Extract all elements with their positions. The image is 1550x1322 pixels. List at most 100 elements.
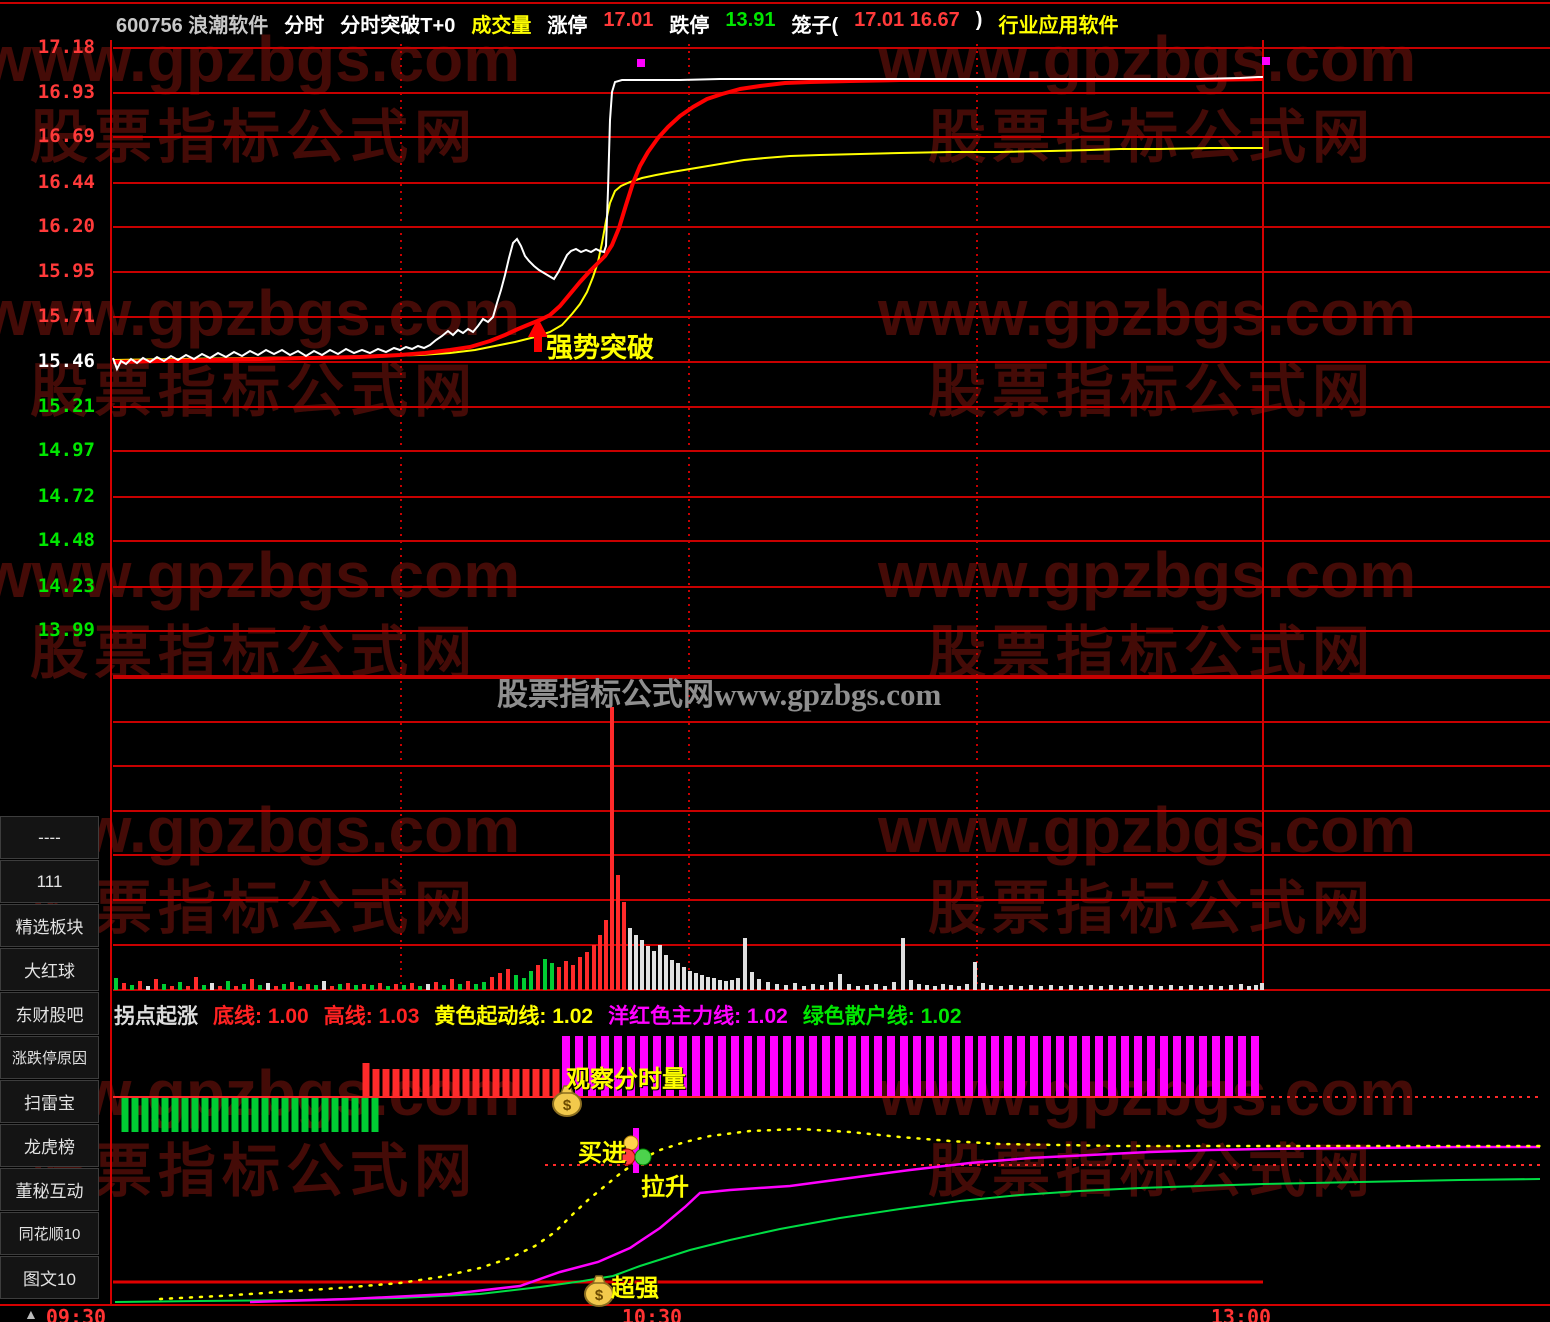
magenta-volume-bar	[627, 1036, 635, 1097]
time-axis-label: 13:00	[1210, 1305, 1272, 1322]
volume-bar	[434, 982, 438, 990]
magenta-volume-bar	[1186, 1036, 1194, 1097]
volume-bar	[394, 984, 398, 990]
volume-bar	[616, 875, 620, 990]
volume-bar	[122, 983, 126, 990]
green-indicator-bar	[321, 1098, 329, 1132]
volume-bar	[1229, 985, 1233, 990]
magenta-volume-bar	[770, 1036, 778, 1097]
volume-bar	[543, 959, 547, 990]
volume-bar	[892, 982, 896, 990]
volume-bar	[847, 984, 851, 990]
volume-bar	[670, 960, 674, 990]
volume-bar	[1099, 986, 1103, 990]
magenta-volume-bar	[588, 1036, 596, 1097]
green-indicator-bar	[301, 1098, 309, 1132]
magenta-volume-bar	[913, 1036, 921, 1097]
green-indicator-bar	[251, 1098, 259, 1132]
volume-bar	[314, 985, 318, 990]
red-indicator-bar	[402, 1069, 410, 1096]
volume-bar	[564, 961, 568, 990]
green-indicator-bar	[151, 1098, 159, 1132]
volume-bar	[743, 938, 747, 990]
volume-bar	[226, 981, 230, 990]
volume-bar	[1029, 985, 1033, 990]
magenta-volume-bar	[1238, 1036, 1246, 1097]
magenta-volume-bar	[783, 1036, 791, 1097]
volume-bar	[640, 940, 644, 990]
magenta-volume-bar	[679, 1036, 687, 1097]
volume-bar	[426, 984, 430, 990]
magenta-volume-bar	[900, 1036, 908, 1097]
red-indicator-bar	[552, 1069, 560, 1096]
magenta-volume-bar	[601, 1036, 609, 1097]
watermark-text: 股票指标公式网	[30, 359, 479, 424]
volume-bar	[883, 986, 887, 990]
red-indicator-bar	[482, 1069, 490, 1096]
sidebar-item-9[interactable]: 董秘互动	[0, 1168, 99, 1211]
magenta-volume-bar	[926, 1036, 934, 1097]
green-indicator-bar	[181, 1098, 189, 1132]
volume-bar	[965, 984, 969, 990]
volume-bar	[634, 935, 638, 990]
sidebar-item-4[interactable]: 大红球	[0, 948, 99, 991]
volume-bar	[784, 985, 788, 990]
magenta-volume-bar	[1147, 1036, 1155, 1097]
sidebar-item-11[interactable]: 图文10	[0, 1256, 99, 1299]
volume-bar	[1199, 986, 1203, 990]
magenta-volume-bar	[1043, 1036, 1051, 1097]
sidebar-item-7[interactable]: 扫雷宝	[0, 1080, 99, 1123]
sidebar-item-8[interactable]: 龙虎榜	[0, 1124, 99, 1167]
volume-bar	[514, 975, 518, 990]
magenta-volume-bar	[666, 1036, 674, 1097]
volume-bar	[410, 983, 414, 990]
sidebar-item-1[interactable]: ----	[0, 816, 99, 859]
volume-bar	[1089, 985, 1093, 990]
green-indicator-bar	[331, 1098, 339, 1132]
volume-bar	[1129, 985, 1133, 990]
volume-bar	[694, 973, 698, 990]
red-indicator-bar	[502, 1069, 510, 1096]
green-indicator-bar	[351, 1098, 359, 1132]
volume-bar	[386, 986, 390, 990]
indicator-legend-item: 黄色起动线: 1.02	[434, 1005, 594, 1028]
price-axis-label: 15.71	[37, 305, 95, 327]
green-indicator-bar	[281, 1098, 289, 1132]
magenta-volume-bar	[731, 1036, 739, 1097]
volume-bar	[170, 986, 174, 990]
price-axis-label: 16.20	[37, 215, 95, 237]
volume-bar	[490, 977, 494, 990]
green-indicator-bar	[191, 1098, 199, 1132]
red-indicator-bar	[442, 1069, 450, 1096]
volume-bar	[498, 973, 502, 990]
header-segment: 跌停	[669, 15, 710, 37]
green-indicator-bar	[341, 1098, 349, 1132]
green-indicator-bar	[161, 1098, 169, 1132]
red-indicator-bar	[422, 1069, 430, 1096]
money-bag-icon: $	[552, 1085, 582, 1117]
watermark-text: 股票指标公式网	[30, 876, 479, 941]
volume-bar	[838, 974, 842, 990]
volume-bar	[664, 955, 668, 990]
sidebar-item-2[interactable]: 111	[0, 860, 99, 903]
sidebar-item-3[interactable]: 精选板块	[0, 904, 99, 947]
green-indicator-bar	[211, 1098, 219, 1132]
sidebar-item-10[interactable]: 同花顺10	[0, 1212, 99, 1255]
volume-bar	[718, 980, 722, 990]
indicator-legend-item: 拐点起涨	[114, 1005, 198, 1028]
volume-bar	[1069, 985, 1073, 990]
magenta-volume-bar	[822, 1036, 830, 1097]
sidebar-item-6[interactable]: 涨跌停原因	[0, 1036, 99, 1079]
volume-bar	[598, 935, 602, 990]
volume-bar	[418, 986, 422, 990]
magenta-volume-bar	[1069, 1036, 1077, 1097]
magenta-volume-bar	[1199, 1036, 1207, 1097]
volume-bar	[138, 981, 142, 990]
volume-bar	[676, 963, 680, 990]
volume-bar	[957, 986, 961, 990]
green-indicator-bar	[371, 1098, 379, 1132]
sidebar-item-5[interactable]: 东财股吧	[0, 992, 99, 1035]
volume-bar	[1109, 985, 1113, 990]
